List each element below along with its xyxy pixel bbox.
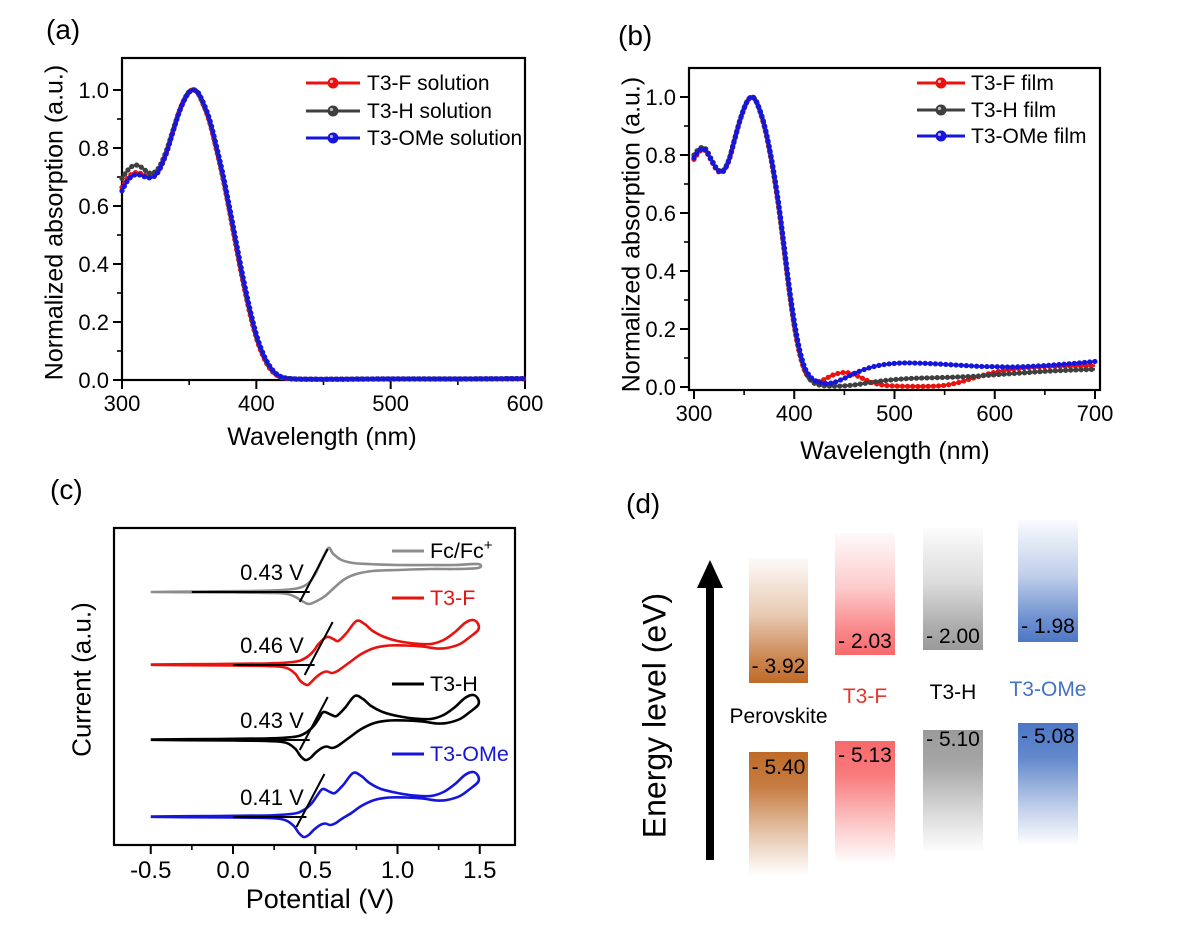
lumo-bar-T3-OMe xyxy=(1018,520,1078,642)
legend-label-T3-H solution: T3-H solution xyxy=(367,100,492,123)
homo-value-T3-OMe: - 5.08 xyxy=(1021,725,1075,748)
y-tick-label: 0.4 xyxy=(645,259,676,284)
legend-label-T3-H: T3-H xyxy=(430,672,478,696)
legend-label-T3-F: T3-F xyxy=(430,586,475,610)
material-label-T3-F: T3-F xyxy=(842,685,888,708)
homo-value-Perovskite: - 5.40 xyxy=(751,756,806,779)
y-tick-label: 1.0 xyxy=(78,78,109,103)
legend-marker-highlight xyxy=(329,79,334,84)
legend-marker-highlight xyxy=(329,107,334,112)
y-tick-label: 0.0 xyxy=(78,368,109,393)
legend-marker-T3-F solution xyxy=(327,77,339,89)
panel-c-yaxis-title: Current (a.u.) xyxy=(66,602,97,757)
cv-curve-T3-OMe xyxy=(150,770,481,839)
x-tick-label: 600 xyxy=(507,391,544,416)
x-tick-label: 500 xyxy=(372,391,409,416)
panel-b-yaxis-title: Normalized absorption (a.u.) xyxy=(617,76,646,393)
legend-label-T3-F solution: T3-F solution xyxy=(367,72,490,95)
legend-label-T3-OMe film: T3-OMe film xyxy=(971,125,1087,148)
lumo-value-T3-H: - 2.00 xyxy=(926,625,980,648)
x-tick-label: 500 xyxy=(876,401,913,426)
legend-label-T3-F film: T3-F film xyxy=(971,72,1054,95)
lumo-bar-Perovskite xyxy=(749,558,808,683)
onset-tangent-Fc/Fc+ xyxy=(298,548,329,603)
x-tick-label: 0.0 xyxy=(216,857,249,884)
lumo-bar-T3-F xyxy=(835,533,895,655)
x-tick-label: 600 xyxy=(976,401,1013,426)
homo-bar-T3-F xyxy=(835,741,895,864)
onset-tangent-T3-H xyxy=(298,696,329,751)
y-tick-label: 0.2 xyxy=(645,317,676,342)
panel-c-xaxis-title: Potential (V) xyxy=(245,884,395,914)
panel-b-label: (b) xyxy=(618,20,653,51)
legend-label-T3-OMe solution: T3-OMe solution xyxy=(367,127,522,150)
onset-label-T3-H: 0.43 V xyxy=(240,708,304,733)
x-tick-label: 0.5 xyxy=(299,857,332,884)
panel-b: 300 400 500 600 700 0.0 0.2 0.4 0.6 0.8 1.0 T3-F fi… xyxy=(645,66,1114,426)
lumo-bar-T3-H xyxy=(923,528,983,650)
panel-a-yaxis-title: Normalized absorption (a.u.) xyxy=(40,64,69,381)
panel-c: -0.5 0.0 0.5 1.0 1.5 0.43 V 0.46 V 0.43 V 0.41 V… xyxy=(112,526,517,884)
legend-marker-highlight xyxy=(937,79,942,84)
x-tick-label: 300 xyxy=(676,401,713,426)
material-label-Perovskite: Perovskite xyxy=(729,705,828,728)
cv-curve-T3-F xyxy=(150,618,481,687)
x-tick-label: 700 xyxy=(1077,401,1114,426)
x-tick-label: 400 xyxy=(776,401,813,426)
y-tick-label: 0.4 xyxy=(78,252,109,277)
onset-tangent-T3-OMe xyxy=(295,773,326,828)
legend-marker-T3-F film xyxy=(935,77,947,89)
legend-marker-highlight xyxy=(937,106,942,111)
homo-value-T3-H: - 5.10 xyxy=(926,728,980,751)
homo-bar-Perovskite xyxy=(749,752,808,875)
y-tick-label: 0.6 xyxy=(645,201,676,226)
y-tick-label: 1.0 xyxy=(645,85,676,110)
legend-marker-T3-OMe film xyxy=(935,130,947,142)
x-tick-label: 300 xyxy=(104,391,141,416)
onset-label-T3-F: 0.46 V xyxy=(240,633,304,658)
y-tick-label: 0.8 xyxy=(78,136,109,161)
onset-label-T3-OMe: 0.41 V xyxy=(240,785,304,810)
panel-d-yaxis-title: Energy level (eV) xyxy=(636,592,673,839)
legend-label-Fc/Fc+: Fc/Fc+ xyxy=(430,537,493,563)
homo-bar-T3-OMe xyxy=(1018,723,1078,846)
x-tick-label: -0.5 xyxy=(130,857,171,884)
x-tick-label: 1.0 xyxy=(381,857,414,884)
onset-label-Fc/Fc+: 0.43 V xyxy=(240,560,304,585)
x-tick-label: 400 xyxy=(238,391,275,416)
material-label-T3-OMe: T3-OMe xyxy=(1009,678,1087,701)
energy-axis-arrow-shaft xyxy=(706,586,714,860)
panel-a-label: (a) xyxy=(46,14,81,45)
lumo-value-T3-OMe: - 1.98 xyxy=(1021,615,1075,638)
panel-d-label: (d) xyxy=(626,488,661,519)
y-tick-label: 0.2 xyxy=(78,310,109,335)
legend-marker-highlight xyxy=(937,132,942,137)
y-tick-label: 0.6 xyxy=(78,194,109,219)
panel-c-label: (c) xyxy=(50,474,83,505)
homo-value-T3-F: - 5.13 xyxy=(838,744,892,767)
legend-marker-T3-OMe solution xyxy=(327,132,339,144)
y-tick-label: 0.8 xyxy=(645,143,676,168)
cv-curve-T3-H xyxy=(150,693,481,762)
material-label-T3-H: T3-H xyxy=(929,681,977,704)
x-tick-label: 1.5 xyxy=(463,857,496,884)
homo-bar-T3-H xyxy=(923,730,983,853)
legend-label-T3-H film: T3-H film xyxy=(971,99,1056,122)
legend-label-T3-OMe: T3-OMe xyxy=(430,742,509,766)
panel-a: 300 400 500 600 0.0 0.2 0.4 0.6 0.8 1.0 T3-F solut… xyxy=(78,56,544,416)
lumo-value-T3-F: - 2.03 xyxy=(838,630,892,653)
lumo-value-Perovskite: - 3.92 xyxy=(751,655,806,678)
curve-markers-T3-OMe solution xyxy=(119,87,528,382)
onset-tangent-T3-F xyxy=(303,621,334,676)
energy-axis-arrow-head xyxy=(697,560,723,588)
legend-marker-T3-H solution xyxy=(327,105,339,117)
curve-markers-T3-OMe film xyxy=(691,94,1098,387)
legend-marker-T3-H film xyxy=(935,104,947,116)
legend-marker-highlight xyxy=(329,134,334,139)
y-tick-label: 0.0 xyxy=(645,375,676,400)
panel-a-xaxis-title: Wavelength (nm) xyxy=(227,423,417,451)
panel-b-xaxis-title: Wavelength (nm) xyxy=(800,437,990,465)
